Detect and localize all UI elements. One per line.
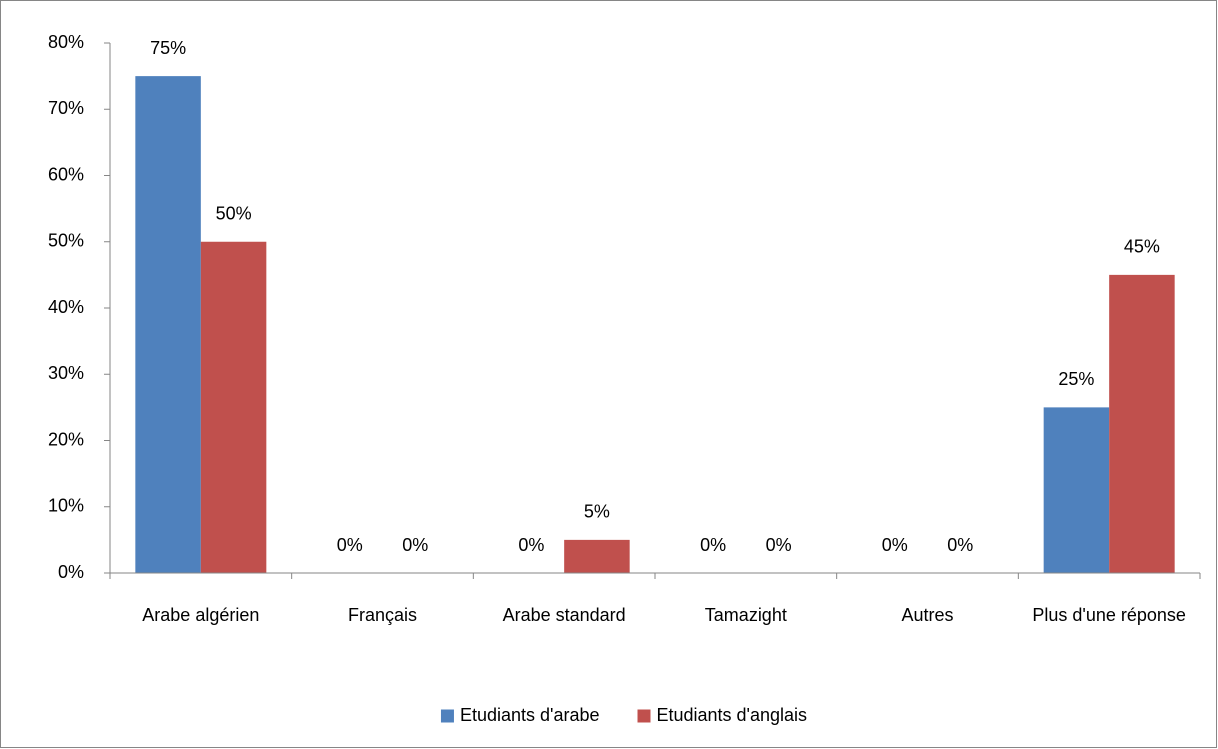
legend-label: Etudiants d'arabe: [460, 705, 600, 725]
bar: [564, 539, 630, 573]
bar: [200, 241, 267, 573]
y-tick-label: 20%: [48, 429, 84, 449]
bar: [135, 76, 201, 573]
value-label: 50%: [216, 204, 252, 224]
y-tick-label: 10%: [48, 496, 84, 516]
legend-label: Etudiants d'anglais: [657, 705, 808, 725]
value-label: 0%: [337, 535, 363, 555]
value-label: 5%: [584, 502, 610, 522]
y-tick-label: 70%: [48, 98, 84, 118]
y-tick-label: 80%: [48, 32, 84, 52]
y-tick-label: 60%: [48, 164, 84, 184]
value-label: 0%: [700, 535, 726, 555]
value-label: 0%: [882, 535, 908, 555]
legend-swatch: [440, 709, 454, 723]
value-label: 0%: [518, 535, 544, 555]
y-tick-label: 40%: [48, 297, 84, 317]
value-label: 45%: [1124, 237, 1160, 257]
x-tick-label: Arabe standard: [503, 605, 626, 625]
value-label: 0%: [766, 535, 792, 555]
value-label: 25%: [1058, 369, 1094, 389]
x-tick-label: Français: [348, 605, 417, 625]
value-label: 0%: [402, 535, 428, 555]
x-tick-label: Tamazight: [705, 605, 787, 625]
bar: [1109, 274, 1175, 573]
y-tick-label: 0%: [58, 562, 84, 582]
x-tick-label: Arabe algérien: [142, 605, 259, 625]
y-tick-label: 30%: [48, 363, 84, 383]
bar: [1043, 407, 1110, 573]
y-tick-label: 50%: [48, 231, 84, 251]
x-tick-label: Plus d'une réponse: [1032, 605, 1186, 625]
x-tick-label: Autres: [901, 605, 953, 625]
value-label: 0%: [947, 535, 973, 555]
value-label: 75%: [150, 38, 186, 58]
legend-swatch: [637, 709, 651, 723]
